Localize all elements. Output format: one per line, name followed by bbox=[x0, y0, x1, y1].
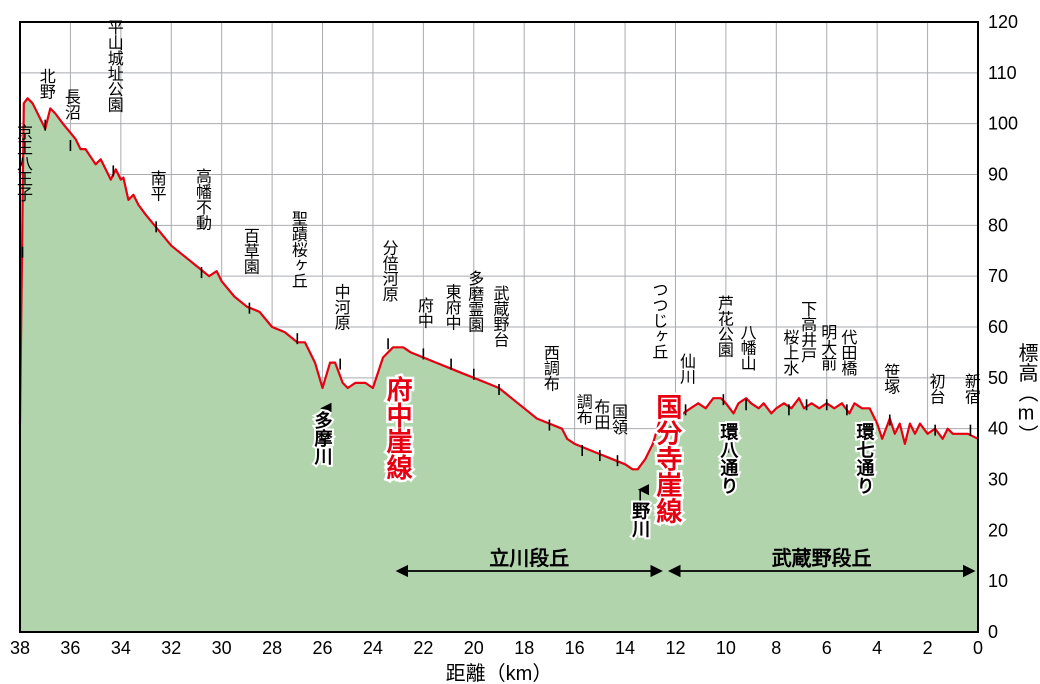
landmark-label: 府中崖線 bbox=[383, 375, 413, 481]
landmark-label: 環八通り bbox=[718, 423, 738, 495]
x-tick-label: 16 bbox=[565, 638, 585, 658]
span-label: 立川段丘 bbox=[489, 546, 569, 570]
station-label: 北野 bbox=[37, 68, 56, 100]
y-tick-label: 60 bbox=[988, 317, 1008, 337]
station-label: 西調布 bbox=[541, 344, 560, 391]
station-label: 調布 bbox=[574, 394, 593, 426]
x-tick-label: 8 bbox=[771, 638, 781, 658]
y-tick-label: 110 bbox=[988, 63, 1017, 83]
station-label: 初台 bbox=[927, 373, 946, 405]
span-label: 武蔵野段丘 bbox=[772, 546, 872, 570]
landmark-label: 国分寺崖線 bbox=[653, 394, 683, 525]
x-tick-label: 6 bbox=[822, 638, 832, 658]
station-label: 下高井戸 bbox=[798, 300, 817, 363]
y-tick-label: 40 bbox=[988, 419, 1008, 439]
x-tick-label: 36 bbox=[60, 638, 80, 658]
station-label: 布田 bbox=[591, 399, 610, 431]
x-tick-label: 38 bbox=[10, 638, 30, 658]
y-tick-label: 50 bbox=[988, 368, 1008, 388]
x-tick-label: 14 bbox=[615, 638, 635, 658]
x-tick-label: 4 bbox=[872, 638, 882, 658]
station-label: 代田橋 bbox=[838, 329, 857, 377]
station-label: つつじヶ丘 bbox=[649, 282, 668, 360]
station-label: 国領 bbox=[609, 404, 628, 436]
landmark-label: 多摩川 bbox=[313, 410, 334, 466]
x-tick-label: 18 bbox=[514, 638, 534, 658]
x-tick-label: 2 bbox=[923, 638, 933, 658]
x-tick-label: 24 bbox=[363, 638, 383, 658]
x-tick-label: 34 bbox=[111, 638, 131, 658]
station-label: 芦花公園 bbox=[715, 295, 734, 358]
station-label: 分倍河原 bbox=[380, 239, 399, 302]
y-tick-label: 100 bbox=[988, 114, 1018, 134]
elevation-profile-chart: 0246810121416182022242628303234363801020… bbox=[0, 0, 1040, 684]
landmark-label: 野川 bbox=[630, 502, 651, 539]
x-tick-label: 28 bbox=[262, 638, 282, 658]
y-tick-label: 80 bbox=[988, 215, 1008, 235]
y-tick-label: 70 bbox=[988, 266, 1008, 286]
station-label: 新宿 bbox=[962, 373, 981, 405]
y-tick-label: 0 bbox=[988, 622, 998, 642]
x-axis-title: 距離（km） bbox=[446, 662, 553, 684]
landmark-label: 環七通り bbox=[855, 423, 875, 495]
station-label: 東府中 bbox=[443, 283, 462, 330]
y-tick-label: 10 bbox=[988, 571, 1008, 591]
station-label: 中河原 bbox=[332, 283, 351, 330]
x-tick-label: 10 bbox=[716, 638, 736, 658]
station-label: 武蔵野台 bbox=[491, 285, 510, 348]
x-tick-label: 22 bbox=[413, 638, 433, 658]
station-label: 聖蹟桜ヶ丘 bbox=[289, 210, 308, 288]
x-tick-label: 26 bbox=[313, 638, 333, 658]
station-label: 多磨霊園 bbox=[465, 270, 484, 333]
station-label: 南平 bbox=[148, 170, 167, 202]
y-tick-label: 20 bbox=[988, 520, 1008, 540]
station-label: 府中 bbox=[415, 297, 434, 329]
station-label: 桜上水 bbox=[780, 329, 799, 376]
station-label: 百草園 bbox=[241, 227, 260, 274]
station-label: 平山城址公園 bbox=[105, 19, 124, 113]
station-label: 高幡不動 bbox=[193, 168, 212, 232]
station-label: 京王八王子 bbox=[14, 124, 33, 202]
y-tick-label: 90 bbox=[988, 165, 1008, 185]
x-tick-label: 12 bbox=[665, 638, 685, 658]
x-tick-label: 0 bbox=[973, 638, 983, 658]
station-label: 笹塚 bbox=[881, 363, 900, 396]
x-tick-label: 32 bbox=[161, 638, 181, 658]
y-tick-label: 30 bbox=[988, 470, 1008, 490]
chart-svg: 0246810121416182022242628303234363801020… bbox=[0, 0, 1040, 684]
station-label: 仙川 bbox=[677, 353, 696, 385]
y-tick-label: 120 bbox=[988, 12, 1018, 32]
x-tick-label: 20 bbox=[464, 638, 484, 658]
station-label: 明大前 bbox=[818, 324, 837, 372]
y-axis-title: 標高（m） bbox=[1015, 342, 1038, 444]
x-tick-label: 30 bbox=[212, 638, 232, 658]
station-label: 八幡山 bbox=[738, 324, 757, 371]
station-label: 長沼 bbox=[62, 89, 81, 121]
